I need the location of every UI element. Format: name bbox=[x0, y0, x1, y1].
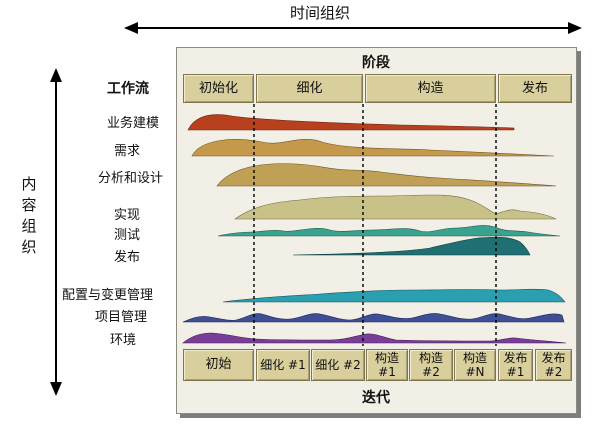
hump-analysis-design bbox=[216, 163, 557, 187]
workflow-header: 工作流 bbox=[107, 81, 149, 97]
hump-test bbox=[217, 225, 561, 237]
iteration-elaboration-1: 细化 #1 bbox=[256, 349, 310, 381]
iteration-transition-1: 发布 #1 bbox=[498, 349, 533, 381]
iteration-elaboration-2: 细化 #2 bbox=[311, 349, 365, 381]
iteration-construction-2: 构造 #2 bbox=[409, 349, 453, 381]
workflow-deployment: 发布 bbox=[114, 250, 141, 265]
phase-elaboration: 细化 bbox=[256, 74, 363, 103]
hump-requirements bbox=[191, 139, 555, 157]
content-axis-top-arrowhead bbox=[50, 68, 62, 82]
workflow-project-mgmt: 项目管理 bbox=[95, 310, 148, 325]
workflow-config-change-mgmt: 配置与变更管理 bbox=[62, 288, 154, 303]
workflow-implementation: 实现 bbox=[114, 208, 141, 223]
workflow-analysis-design: 分析和设计 bbox=[98, 171, 164, 186]
workflow-requirements: 需求 bbox=[114, 144, 141, 159]
hump-environment bbox=[182, 332, 567, 344]
workflow-test: 测试 bbox=[114, 228, 141, 243]
iteration-construction-n: 构造 #N bbox=[454, 349, 496, 381]
hump-project-mgmt bbox=[182, 313, 565, 323]
iteration-transition-2: 发布 #2 bbox=[535, 349, 572, 381]
phase-construction: 构造 bbox=[365, 74, 496, 103]
iteration-construction-1: 构造 #1 bbox=[366, 349, 408, 381]
workflow-business-modeling: 业务建模 bbox=[107, 116, 160, 131]
iteration-initial: 初始 bbox=[183, 349, 254, 381]
workflow-environment: 环境 bbox=[110, 333, 137, 348]
hump-config-change-mgmt bbox=[222, 288, 566, 303]
content-organization-label: 内容组织 bbox=[21, 175, 37, 256]
hump-implementation bbox=[234, 194, 557, 220]
iteration-footer: 迭代 bbox=[362, 390, 390, 406]
content-axis-bottom-arrowhead bbox=[50, 382, 62, 396]
phase-inception: 初始化 bbox=[183, 74, 254, 103]
time-organization-label: 时间组织 bbox=[289, 4, 350, 22]
phase-header: 阶段 bbox=[362, 55, 390, 71]
phase-transition: 发布 bbox=[498, 74, 572, 103]
time-axis-right-arrowhead bbox=[568, 22, 582, 34]
time-axis-left-arrowhead bbox=[124, 22, 138, 34]
hump-business-modeling bbox=[187, 114, 515, 131]
hump-deployment bbox=[292, 236, 531, 256]
